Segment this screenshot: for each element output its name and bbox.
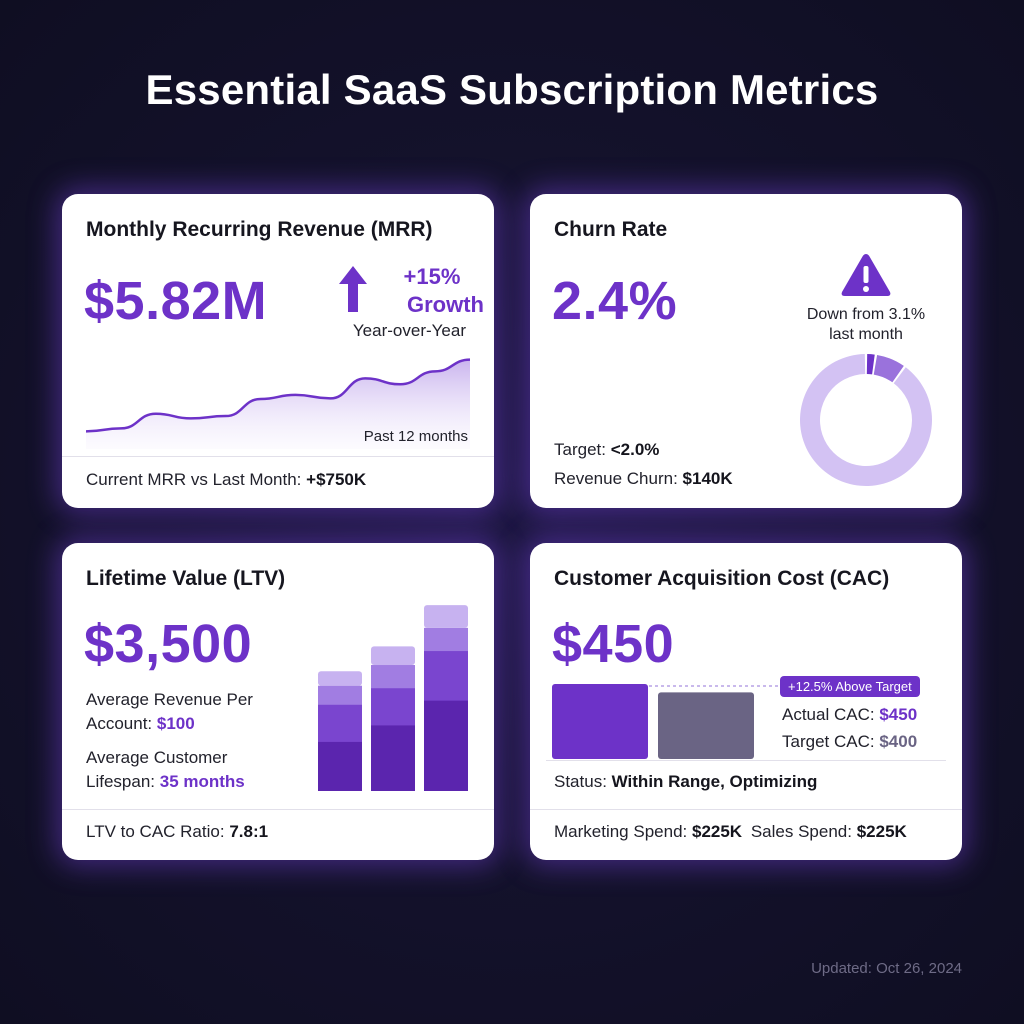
mrr-title: Monthly Recurring Revenue (MRR) [86,218,433,241]
ltv-ratio-value: 7.8:1 [229,822,269,841]
mrr-area-chart [86,358,470,449]
mrr-footer: Current MRR vs Last Month: +$750K [86,470,366,490]
mrr-series-line [86,358,470,433]
ltv-lifespan-value: 35 months [159,772,245,791]
cac-bar-chart [552,684,754,759]
ltv-arpa-value: $100 [156,714,195,733]
ltv-bar-0-segment-2 [318,685,362,705]
cac-marketing-value: $225K [691,822,743,841]
ltv-bar-0-segment-1 [318,704,362,742]
ltv-lifespan: Lifespan: 35 months [86,772,245,792]
cac-title: Customer Acquisition Cost (CAC) [554,567,890,590]
ltv-bar-0-segment-3 [318,671,362,686]
cac-divider [530,809,962,810]
churn-donut-slice-0 [866,354,875,375]
cac-marketing-label: Marketing Spend: [554,822,688,841]
ltv-divider [62,809,494,810]
cac-actual-label: Actual CAC: [782,705,875,724]
churn-revenue-value: $140K [682,469,733,488]
ltv-title: Lifetime Value (LTV) [86,567,286,590]
churn-target: Target: <2.0% [554,440,659,460]
ltv-arpa-line1: Average Revenue Per [86,690,253,709]
page-title: Essential SaaS Subscription Metrics [145,66,879,113]
mrr-growth-pct: +15% [403,264,461,289]
churn-donut-slice-1 [873,354,904,383]
ltv-bar-1-segment-0 [371,724,415,791]
ltv-bar-1-segment-2 [371,665,415,689]
cac-status-label: Status: [554,772,607,791]
mrr-footer-label: Current MRR vs Last Month: [86,470,302,489]
cac-target-value: $400 [879,732,918,751]
mrr-area-fill [86,359,470,449]
ltv-bar-0-segment-0 [318,741,362,791]
churn-donut-chart [800,354,933,486]
churn-donut-slice-2 [800,354,933,486]
cac-status-value: Within Range, Optimizing [611,772,818,791]
updated-timestamp: Updated: Oct 26, 2024 [811,960,962,977]
mrr-growth-word: Growth [407,292,484,317]
cac-chart-baseline [546,760,946,761]
cac-bar-0 [552,684,648,759]
churn-revenue: Revenue Churn: $140K [554,469,733,489]
churn-alert-line2: last month [829,326,903,343]
cac-spend: Marketing Spend: $225K Sales Spend: $225… [554,822,907,842]
churn-revenue-label: Revenue Churn: [554,469,678,488]
warning-icon [841,254,891,296]
ltv-arpa: Account: $100 [86,714,195,734]
cac-actual: Actual CAC: $450 [782,705,917,725]
mrr-value: $5.82M [84,271,268,331]
ltv-bar-2-segment-0 [424,700,468,791]
churn-alert-line1: Down from 3.1% [806,306,926,323]
churn-target-value: <2.0% [610,440,660,459]
mrr-footer-value: +$750K [306,470,367,489]
ltv-bar-2-segment-2 [424,627,468,652]
ltv-value: $3,500 [84,614,253,674]
ltv-ratio: LTV to CAC Ratio: 7.8:1 [86,822,268,842]
cac-above-target-badge: +12.5% Above Target [780,676,920,697]
ltv-arpa-label: Account: [86,714,153,733]
churn-value: 2.4% [552,271,678,331]
ltv-ratio-label: LTV to CAC Ratio: [86,822,225,841]
cac-card: Customer Acquisition Cost (CAC) $450 +12… [530,543,962,860]
growth-arrow-icon [339,266,367,312]
churn-title: Churn Rate [554,218,668,241]
ltv-stacked-bar-chart [318,605,468,791]
ltv-bar-1-segment-1 [371,687,415,726]
mrr-growth-period: Year-over-Year [352,321,466,340]
ltv-bar-2-segment-1 [424,650,468,701]
mrr-divider [62,456,494,457]
cac-value: $450 [552,614,675,674]
cac-bar-1 [658,692,754,759]
cac-status: Status: Within Range, Optimizing [554,772,817,792]
cac-sales-value: $225K [856,822,907,841]
ltv-card: Lifetime Value (LTV) $3,500 Average Reve… [62,543,494,860]
cac-sales-label: Sales Spend: [750,822,852,841]
cac-target-label: Target CAC: [782,732,875,751]
ltv-bar-2-segment-3 [424,605,468,628]
mrr-chart-caption: Past 12 months [363,428,468,445]
cac-target: Target CAC: $400 [782,732,917,752]
ltv-lifespan-label: Lifespan: [86,772,155,791]
mrr-card: Monthly Recurring Revenue (MRR) $5.82M +… [62,194,494,508]
ltv-lifespan-line1: Average Customer [86,748,228,767]
churn-target-label: Target: [554,440,606,459]
ltv-bar-1-segment-3 [371,646,415,666]
cac-actual-value: $450 [879,705,918,724]
churn-card: Churn Rate 2.4% Down from 3.1% last mont… [530,194,962,508]
